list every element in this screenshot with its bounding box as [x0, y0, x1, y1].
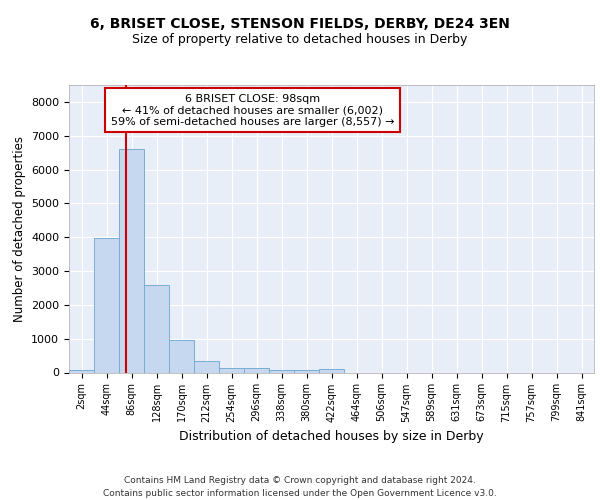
Bar [69, 370, 94, 372]
Text: Size of property relative to detached houses in Derby: Size of property relative to detached ho… [133, 32, 467, 46]
Text: 6 BRISET CLOSE: 98sqm
← 41% of detached houses are smaller (6,002)
59% of semi-d: 6 BRISET CLOSE: 98sqm ← 41% of detached … [111, 94, 395, 127]
Bar [244, 368, 269, 372]
Bar [119, 150, 144, 372]
Bar [169, 340, 194, 372]
Bar [219, 368, 244, 372]
Bar [319, 370, 344, 372]
X-axis label: Distribution of detached houses by size in Derby: Distribution of detached houses by size … [179, 430, 484, 443]
Y-axis label: Number of detached properties: Number of detached properties [13, 136, 26, 322]
Text: Contains public sector information licensed under the Open Government Licence v3: Contains public sector information licen… [103, 489, 497, 498]
Bar [144, 284, 169, 372]
Text: Contains HM Land Registry data © Crown copyright and database right 2024.: Contains HM Land Registry data © Crown c… [124, 476, 476, 485]
Bar [294, 370, 319, 372]
Bar [194, 362, 219, 372]
Text: 6, BRISET CLOSE, STENSON FIELDS, DERBY, DE24 3EN: 6, BRISET CLOSE, STENSON FIELDS, DERBY, … [90, 18, 510, 32]
Bar [269, 370, 294, 372]
Bar [94, 238, 119, 372]
